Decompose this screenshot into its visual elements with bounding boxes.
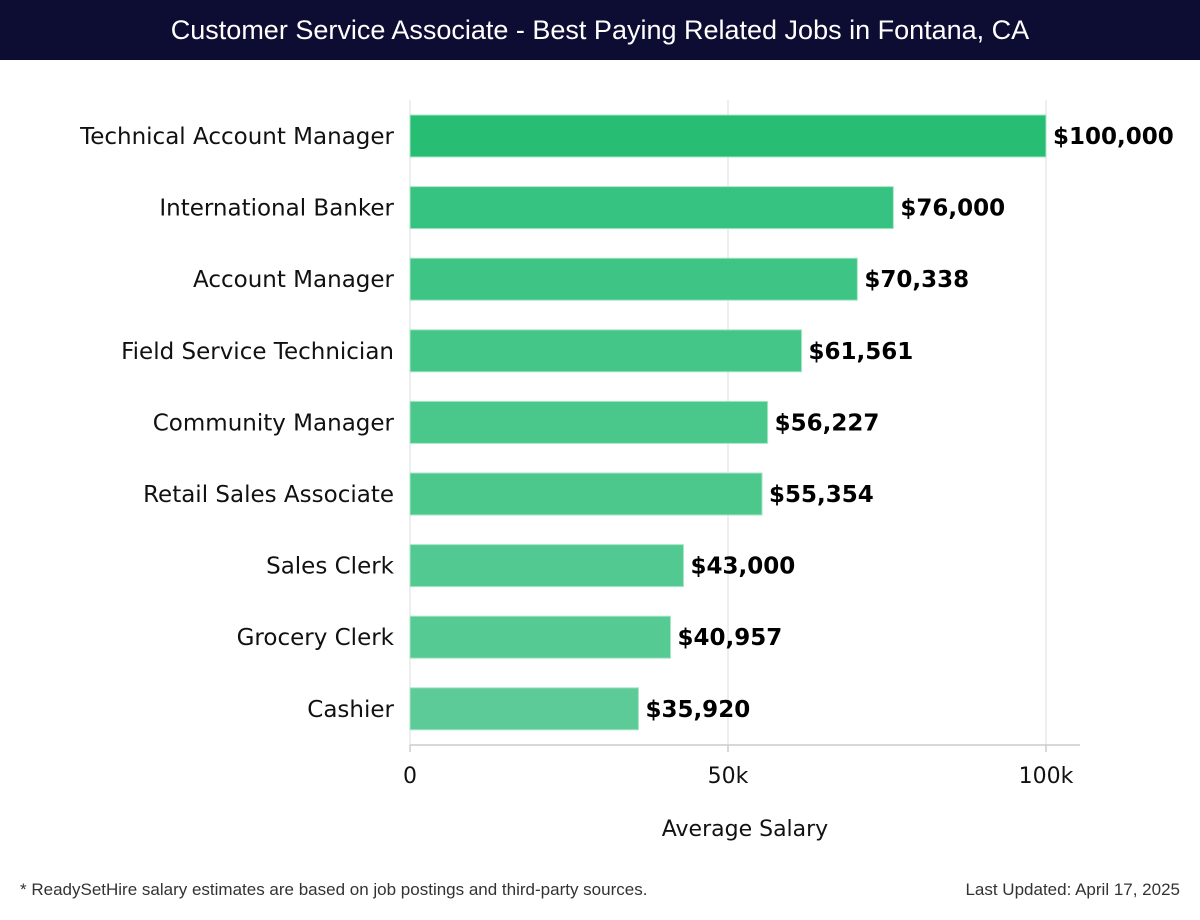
value-label: $35,920 (645, 697, 750, 723)
x-tick-label: 100k (1019, 764, 1074, 789)
category-label: Community Manager (153, 410, 395, 436)
bar (409, 615, 671, 659)
footnote: * ReadySetHire salary estimates are base… (20, 880, 648, 899)
value-label: $56,227 (775, 410, 880, 436)
category-label: Field Service Technician (121, 339, 394, 365)
value-label: $40,957 (677, 625, 782, 651)
category-label: Technical Account Manager (79, 124, 394, 150)
category-label: Sales Clerk (266, 554, 395, 580)
x-tick-label: 50k (708, 764, 749, 789)
x-tick-label: 0 (403, 764, 417, 789)
bar (409, 114, 1047, 158)
chart-title: Customer Service Associate - Best Paying… (0, 0, 1200, 60)
bar (409, 329, 803, 373)
bar (409, 472, 763, 516)
value-label: $55,354 (769, 482, 874, 508)
category-label: Retail Sales Associate (143, 482, 394, 508)
bar-chart: 0 50k 100k Technical Account Manager $100,00… (79, 100, 1174, 842)
category-label: International Banker (159, 196, 394, 222)
value-label: $43,000 (690, 554, 795, 580)
value-label: $61,561 (809, 339, 914, 365)
bar (409, 400, 769, 444)
category-label: Grocery Clerk (237, 625, 395, 651)
value-label: $76,000 (900, 196, 1005, 222)
last-updated: Last Updated: April 17, 2025 (965, 880, 1180, 899)
bar (409, 186, 894, 230)
category-label: Cashier (307, 697, 394, 723)
bar (409, 544, 684, 588)
value-label: $100,000 (1053, 124, 1174, 150)
x-axis-label: Average Salary (662, 817, 828, 842)
bar (409, 687, 639, 731)
category-label: Account Manager (193, 267, 395, 293)
bar (409, 257, 858, 301)
value-label: $70,338 (864, 267, 969, 293)
